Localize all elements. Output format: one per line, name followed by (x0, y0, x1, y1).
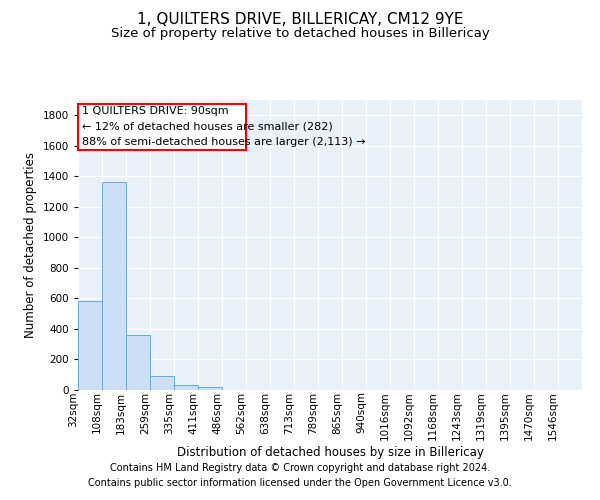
Bar (174, 384, 198, 390)
Text: Contains HM Land Registry data © Crown copyright and database right 2024.
Contai: Contains HM Land Registry data © Crown c… (88, 462, 512, 487)
X-axis label: Distribution of detached houses by size in Billericay: Distribution of detached houses by size … (176, 446, 484, 458)
Y-axis label: Number of detached properties: Number of detached properties (24, 152, 37, 338)
Bar (126, 335, 150, 390)
Bar (102, 182, 126, 390)
Text: ← 12% of detached houses are smaller (282): ← 12% of detached houses are smaller (28… (82, 122, 332, 132)
Bar (78, 302, 102, 390)
Text: 1 QUILTERS DRIVE: 90sqm: 1 QUILTERS DRIVE: 90sqm (82, 106, 228, 117)
Text: 1, QUILTERS DRIVE, BILLERICAY, CM12 9YE: 1, QUILTERS DRIVE, BILLERICAY, CM12 9YE (137, 12, 463, 28)
Bar (78, 104, 246, 150)
Text: Size of property relative to detached houses in Billericay: Size of property relative to detached ho… (110, 28, 490, 40)
Text: 88% of semi-detached houses are larger (2,113) →: 88% of semi-detached houses are larger (… (82, 137, 365, 147)
Bar (198, 387, 222, 390)
Bar (150, 376, 174, 390)
